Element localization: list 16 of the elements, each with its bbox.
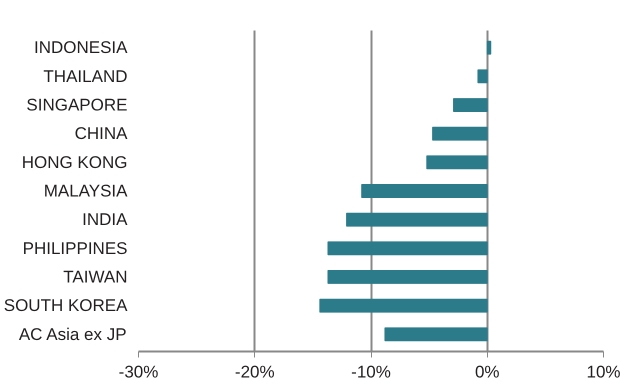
x-tick-label: -20%	[234, 362, 275, 382]
y-tick-label: SINGAPORE	[26, 96, 128, 115]
x-tick-label: 10%	[586, 362, 621, 382]
y-tick-label: PHILIPPINES	[22, 238, 128, 258]
x-tick-label: 0%	[474, 362, 500, 382]
y-tick-label: TAIWAN	[63, 267, 128, 286]
x-tick-label: -10%	[351, 362, 391, 382]
y-tick-label: INDIA	[82, 210, 128, 230]
y-tick-label: AC Asia ex JP	[18, 324, 127, 344]
x-tick-label: -30%	[118, 362, 158, 382]
y-tick-label: HONG KONG	[22, 152, 128, 172]
y-tick-label: MALAYSIA	[44, 182, 128, 200]
y-tick-label: INDONESIA	[34, 38, 128, 58]
y-tick-label: SOUTH KOREA	[4, 296, 128, 316]
y-tick-label: THAILAND	[43, 66, 128, 86]
y-tick-label: CHINA	[74, 124, 128, 144]
